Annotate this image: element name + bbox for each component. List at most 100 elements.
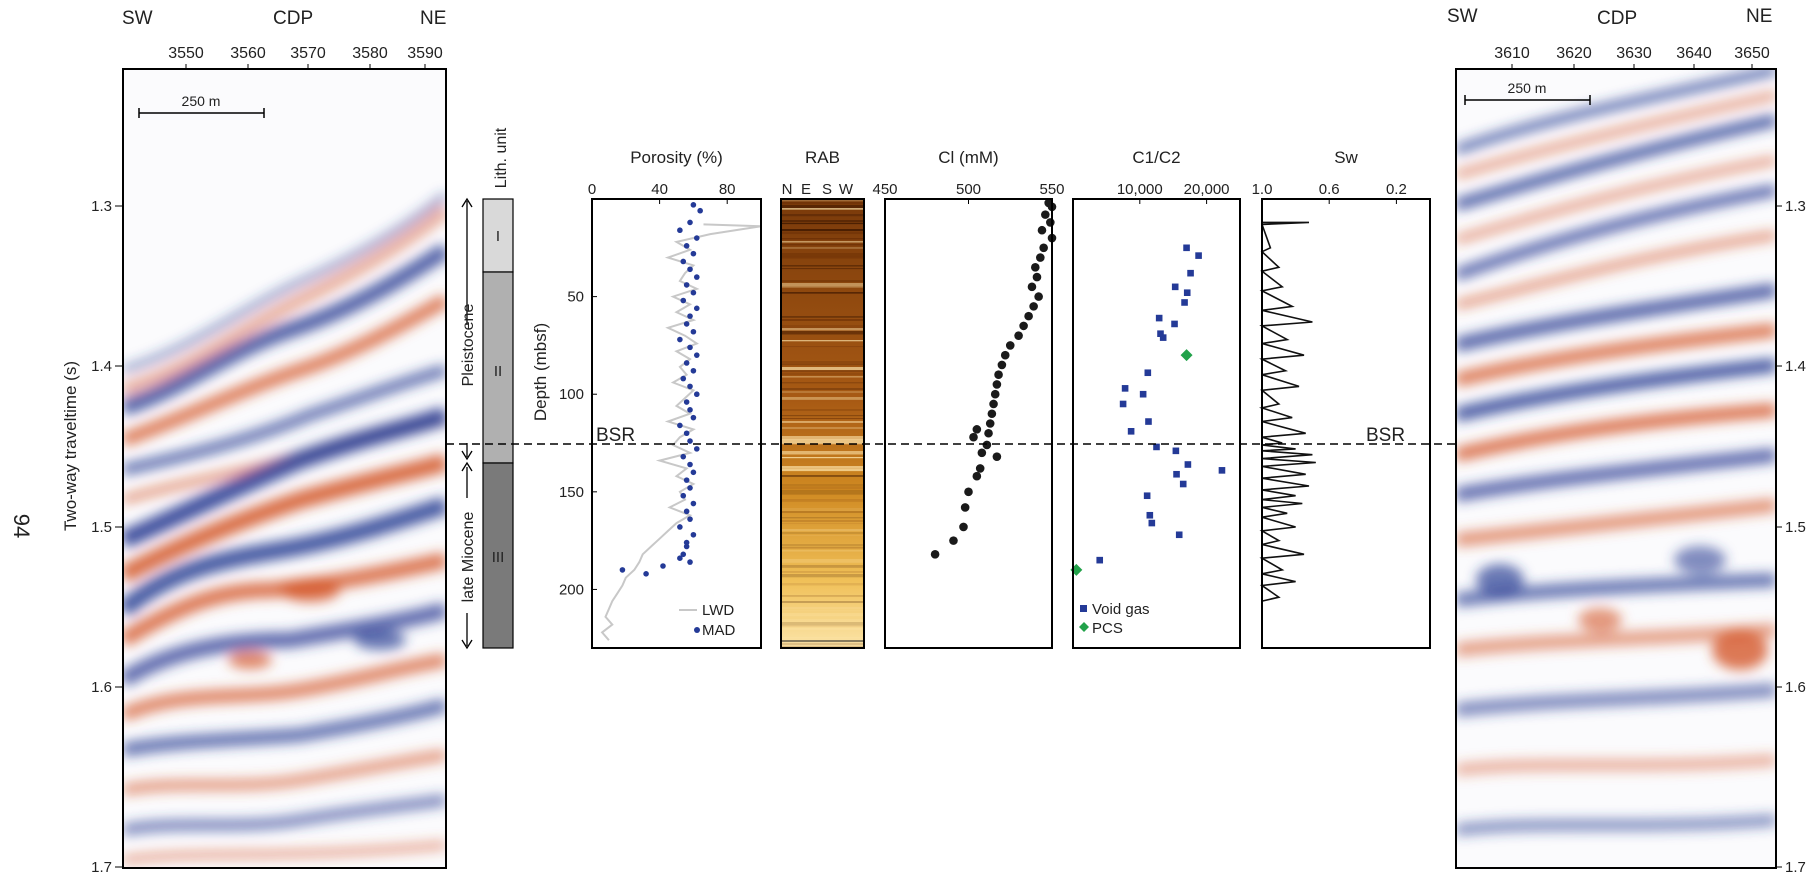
- rab-stripe: [781, 451, 864, 455]
- mad-point: [683, 508, 690, 515]
- time-tick: 1.4: [91, 358, 112, 375]
- rab-stripe: [781, 265, 864, 267]
- depth-tick-label: 100: [559, 386, 584, 403]
- mad-point: [683, 543, 690, 550]
- rab-stripe: [781, 490, 864, 494]
- mad-point: [687, 485, 693, 491]
- chloride-point: [949, 536, 958, 545]
- chloride-point: [992, 380, 1002, 389]
- rab-panel: RAB N E S W: [780, 148, 865, 649]
- rab-stripe: [781, 292, 864, 294]
- x-tick-label: 20,000: [1184, 181, 1230, 198]
- rab-stripe: [781, 457, 864, 459]
- c1c2-title: C1/C2: [1132, 148, 1180, 167]
- cdp-ticks-left: 3550 3560 3570 3580 3590: [168, 45, 443, 69]
- mad-point: [680, 551, 687, 558]
- chloride-title: Cl (mM): [938, 148, 998, 167]
- chloride-point: [972, 471, 982, 481]
- chloride-point: [1041, 210, 1050, 219]
- mad-point: [677, 555, 683, 561]
- rab-stripe: [781, 469, 864, 472]
- mad-point: [680, 297, 687, 304]
- cdp-tick: 3590: [407, 45, 443, 62]
- lithology-column: Lith. unit I II III Pleistocene late Mio…: [455, 127, 514, 650]
- rab-azimuth-label: E: [801, 181, 811, 198]
- mad-point: [690, 414, 697, 421]
- chloride-point: [1036, 253, 1045, 262]
- mad-point: [619, 567, 626, 573]
- mad-point: [683, 321, 690, 327]
- void-gas-point: [1171, 320, 1178, 328]
- rab-stripe: [781, 280, 864, 283]
- rab-stripe: [781, 559, 864, 563]
- mad-point: [687, 559, 693, 565]
- chloride-point: [985, 419, 995, 428]
- chloride-point: [1024, 311, 1033, 321]
- bsr-label-left: BSR: [596, 425, 635, 446]
- rab-stripe: [781, 574, 864, 578]
- x-tick-label: 0.2: [1386, 181, 1407, 198]
- mad-point: [690, 289, 697, 296]
- dir-ne-right: NE: [1746, 6, 1772, 27]
- depth-tick-label: 150: [559, 484, 584, 501]
- void-gas-point: [1157, 330, 1164, 337]
- void-gas-point: [1187, 269, 1194, 277]
- cdp-tick: 3550: [168, 45, 204, 62]
- rab-stripe: [781, 229, 864, 232]
- mad-point: [687, 461, 693, 468]
- mad-point: [687, 344, 693, 351]
- mad-point: [693, 352, 700, 358]
- cdp-tick: 3580: [352, 45, 388, 62]
- mad-point: [693, 446, 700, 452]
- rab-azimuth-label: S: [822, 181, 832, 198]
- rab-stripe: [781, 532, 864, 535]
- mad-point: [687, 313, 693, 319]
- x-tick-label: 80: [719, 181, 736, 198]
- rab-stripe: [781, 439, 864, 443]
- mad-point: [687, 383, 693, 390]
- chloride-point: [994, 370, 1003, 379]
- depth-tick-label: 50: [567, 289, 584, 306]
- cdp-tick: 3570: [290, 45, 326, 62]
- mad-point: [683, 399, 690, 405]
- rab-stripe: [781, 244, 864, 246]
- rab-stripe: [781, 382, 864, 384]
- legend-pcs-label: PCS: [1092, 620, 1123, 637]
- x-tick-label: 550: [1039, 181, 1064, 198]
- void-gas-point: [1145, 418, 1152, 425]
- chloride-point: [975, 464, 985, 473]
- chloride-point: [1039, 243, 1048, 253]
- rab-stripe: [781, 619, 864, 623]
- void-gas-point: [1146, 511, 1154, 519]
- cdp-tick: 3610: [1494, 45, 1530, 62]
- unit-label: I: [496, 228, 500, 245]
- rab-stripe: [781, 397, 864, 400]
- void-gas-point: [1173, 470, 1180, 478]
- chloride-point: [959, 522, 968, 532]
- seismic-left: SW CDP NE 3550 3560 3570 3580 3590: [61, 8, 447, 876]
- rab-azimuth-label: W: [839, 181, 854, 198]
- mad-point: [687, 516, 693, 522]
- rab-stripe: [781, 625, 864, 627]
- chloride-point: [1034, 292, 1043, 301]
- rab-stripe: [781, 409, 864, 411]
- void-gas-point: [1155, 314, 1163, 322]
- rab-stripe: [781, 316, 864, 318]
- sw-title: Sw: [1334, 148, 1358, 167]
- void-gas-point: [1143, 492, 1151, 500]
- mad-point: [687, 438, 693, 444]
- void-gas-point: [1148, 519, 1156, 527]
- x-tick-label: 1.0: [1252, 181, 1273, 198]
- rab-stripe: [781, 622, 864, 626]
- rab-stripe: [781, 535, 864, 537]
- chloride-point: [1037, 225, 1047, 235]
- mad-point: [687, 407, 693, 413]
- time-tick: 1.3: [1785, 198, 1806, 215]
- void-gas-point: [1181, 299, 1188, 306]
- mad-point: [687, 219, 693, 226]
- rab-stripe: [781, 421, 864, 423]
- mad-point: [693, 235, 700, 241]
- void-gas-point: [1171, 283, 1179, 291]
- rab-stripe: [781, 436, 864, 440]
- chloride-point: [982, 440, 992, 450]
